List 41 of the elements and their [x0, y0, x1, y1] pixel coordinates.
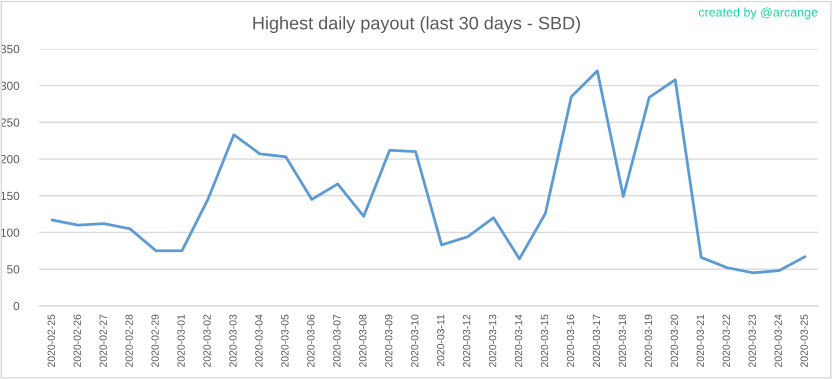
y-tick-label: 300: [0, 82, 20, 90]
x-tick-label: 2020-03-21: [696, 314, 704, 367]
x-tick-label: 2020-03-23: [748, 314, 756, 367]
chart-title: Highest daily payout (last 30 days - SBD): [253, 16, 580, 34]
y-tick-label: 50: [7, 265, 20, 274]
x-tick-label: 2020-02-29: [151, 314, 159, 367]
x-tick-label: 2020-03-14: [514, 314, 522, 367]
y-tick-label: 250: [0, 118, 20, 127]
x-tick-label: 2020-03-13: [488, 314, 496, 367]
line-series: [50, 70, 806, 274]
text: created by @arcange: [698, 7, 818, 20]
x-tick-label: 2020-03-20: [670, 314, 678, 367]
x-tick-label: 2020-03-19: [644, 314, 652, 367]
y-tick-label: 100: [0, 228, 20, 237]
x-tick-label: 2020-03-22: [722, 314, 730, 367]
x-tick-label: 2020-02-25: [48, 314, 55, 367]
x-tick-label: 2020-03-01: [177, 314, 185, 367]
x-tick-label: 2020-03-09: [385, 314, 392, 367]
x-tick-label: 2020-03-17: [592, 314, 600, 367]
x-tick-label: 2020-03-04: [255, 314, 263, 367]
y-tick-label: 150: [0, 192, 20, 200]
x-tick-label: 2020-03-18: [618, 314, 626, 367]
x-tick-label: 2020-03-10: [411, 314, 418, 367]
y-tick-label: 0: [14, 302, 20, 310]
x-tick-label: 2020-02-27: [99, 314, 107, 367]
x-tick-label: 2020-03-05: [281, 314, 289, 367]
x-tick-label: 2020-03-06: [307, 314, 315, 367]
x-tick-label: 2020-02-26: [74, 314, 81, 367]
y-tick-label: 200: [0, 155, 20, 164]
x-tick-label: 2020-03-12: [462, 314, 470, 367]
x-tick-label: 2020-03-08: [359, 314, 366, 367]
x-tick-label: 2020-03-16: [566, 314, 574, 367]
x-tick-label: 2020-03-24: [774, 314, 782, 367]
x-tick-label: 2020-03-15: [540, 314, 548, 367]
x-tick-label: 2020-03-25: [800, 314, 808, 367]
x-tick-label: 2020-02-28: [125, 314, 133, 367]
x-tick-label: 2020-03-11: [436, 314, 444, 366]
y-tick-label: 350: [0, 44, 20, 54]
x-tick-label: 2020-03-02: [203, 314, 211, 367]
x-tick-label: 2020-03-03: [229, 314, 237, 367]
x-tick-label: 2020-03-07: [333, 314, 341, 367]
